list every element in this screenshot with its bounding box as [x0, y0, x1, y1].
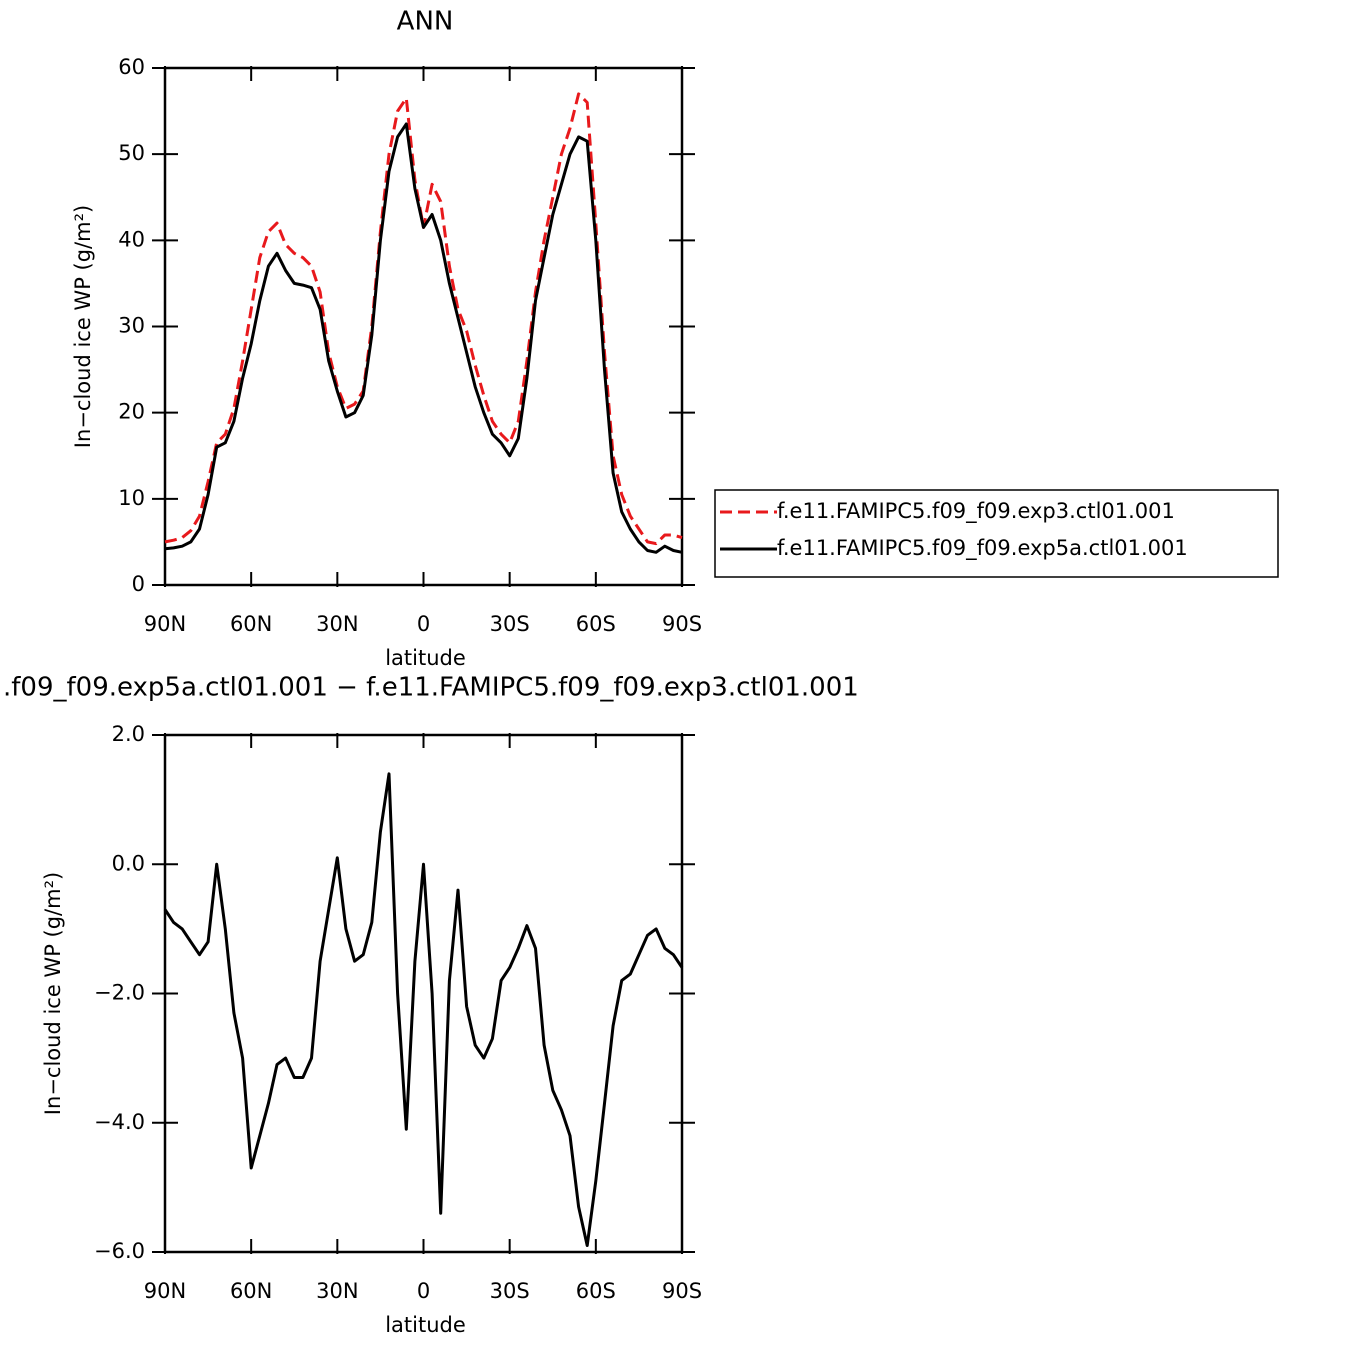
y-axis-label: In−cloud ice WP (g/m²)	[71, 205, 95, 448]
x-tick-label: 90S	[662, 1279, 702, 1303]
x-axis-label: latitude	[385, 1313, 466, 1337]
y-tick-label: −2.0	[94, 981, 145, 1005]
y-tick-label: 40	[118, 227, 145, 251]
y-tick-label: 60	[118, 55, 145, 79]
data-line	[164, 122, 683, 554]
chart-title: .f09_f09.exp5a.ctl01.001 − f.e11.FAMIPC5…	[3, 673, 859, 703]
x-tick-label: 60N	[230, 612, 272, 636]
y-tick-label: 30	[118, 314, 145, 338]
legend-box	[714, 489, 1279, 578]
x-tick-label: 60N	[230, 1279, 272, 1303]
legend-label: f.e11.FAMIPC5.f09_f09.exp5a.ctl01.001	[777, 536, 1188, 561]
x-tick-label: 60S	[576, 612, 616, 636]
legend-label: f.e11.FAMIPC5.f09_f09.exp3.ctl01.001	[777, 499, 1175, 524]
plot-frame	[163, 66, 684, 587]
chart-title: ANN	[397, 7, 454, 37]
x-tick-label: 90N	[144, 612, 186, 636]
y-tick-label: 2.0	[112, 722, 145, 746]
y-tick-label: 0.0	[112, 851, 145, 875]
x-tick-label: 90S	[662, 612, 702, 636]
x-tick-label: 30S	[490, 612, 530, 636]
y-tick-label: −4.0	[94, 1110, 145, 1134]
x-tick-label: 30N	[316, 1279, 358, 1303]
plot-frame	[163, 733, 684, 1254]
x-tick-label: 60S	[576, 1279, 616, 1303]
y-axis-label: In−cloud ice WP (g/m²)	[41, 872, 65, 1115]
y-tick-label: 20	[118, 400, 145, 424]
data-line	[164, 92, 683, 546]
x-tick-label: 30S	[490, 1279, 530, 1303]
y-tick-label: −6.0	[94, 1239, 145, 1263]
y-tick-label: 10	[118, 486, 145, 510]
x-tick-label: 90N	[144, 1279, 186, 1303]
data-line	[163, 772, 684, 1247]
x-tick-label: 0	[417, 1279, 430, 1303]
y-tick-label: 50	[118, 141, 145, 165]
x-tick-label: 30N	[316, 612, 358, 636]
x-tick-label: 0	[417, 612, 430, 636]
x-axis-label: latitude	[385, 646, 466, 670]
y-tick-label: 0	[132, 572, 145, 596]
